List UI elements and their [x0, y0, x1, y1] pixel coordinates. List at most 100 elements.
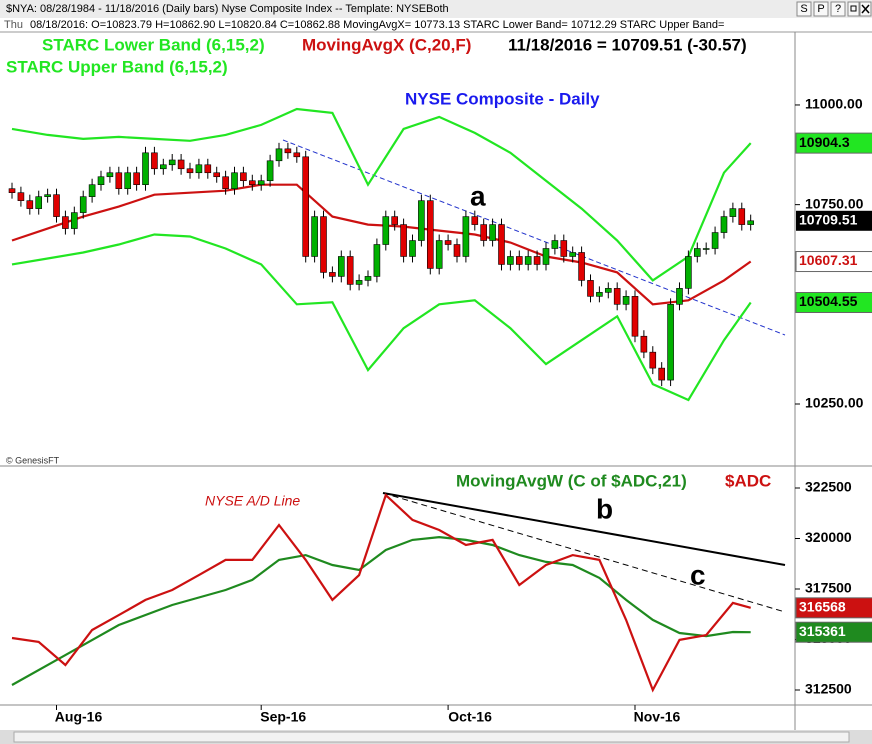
- candle-body: [658, 367, 665, 381]
- candle-body: [275, 148, 283, 162]
- candle-body: [489, 224, 496, 241]
- candle-body: [302, 156, 310, 257]
- candle-body: [426, 200, 434, 269]
- candle-body: [702, 248, 710, 250]
- candle-body: [204, 164, 212, 174]
- button-p-label[interactable]: P: [817, 3, 824, 15]
- candle-body: [596, 292, 603, 297]
- last-value-label: 10607.31: [799, 252, 858, 268]
- last-value-label: 316568: [799, 599, 846, 615]
- candle-body: [676, 288, 683, 305]
- candle-body: [640, 335, 648, 353]
- candle-body: [26, 200, 34, 209]
- candle-body: [373, 244, 381, 277]
- candle-body: [44, 194, 51, 197]
- legend-adc-ma: MovingAvgW (C of $ADC,21): [456, 471, 687, 490]
- candle-body: [231, 172, 238, 189]
- legend-upper-band: STARC Upper Band (6,15,2): [6, 57, 228, 76]
- annotation-c: c: [690, 559, 706, 590]
- legend-ma: MovingAvgX (C,20,F): [302, 35, 471, 54]
- button-help-label[interactable]: ?: [835, 3, 841, 15]
- annotation-b: b: [596, 493, 613, 524]
- annotation-a: a: [470, 180, 486, 211]
- candle-body: [17, 192, 25, 201]
- candle-body: [62, 216, 69, 229]
- series-line: [11, 535, 751, 686]
- candle-body: [444, 240, 452, 245]
- candle-body: [738, 208, 746, 225]
- series-line: [11, 493, 751, 693]
- candle-body: [240, 172, 247, 182]
- candle-body: [685, 256, 692, 289]
- candle-body: [631, 296, 639, 337]
- x-tick-label: Aug-16: [55, 709, 103, 725]
- legend-adc: $ADC: [725, 471, 771, 490]
- title-bar: [0, 0, 872, 18]
- trend-line-a: [282, 139, 786, 336]
- button-p[interactable]: [813, 1, 829, 17]
- info-text: 08/18/2016: O=10823.79 H=10862.90 L=1082…: [30, 19, 724, 31]
- candle-body: [524, 256, 532, 265]
- last-value-tag: [795, 621, 872, 643]
- x-tick-label: Nov-16: [634, 709, 681, 725]
- candle-body: [693, 248, 701, 257]
- candle-body: [542, 248, 550, 265]
- candle-body: [507, 256, 514, 265]
- credit: © GenesisFT: [6, 455, 60, 465]
- candle-body: [177, 159, 185, 170]
- candle-body: [222, 176, 229, 189]
- candle-body: [115, 172, 123, 189]
- candle-body: [720, 216, 728, 233]
- candle-body: [266, 160, 274, 182]
- x-tick-label: Sep-16: [260, 709, 306, 725]
- candle-body: [515, 256, 523, 265]
- last-value-tag: [795, 597, 872, 619]
- y-tick-label: 320000: [805, 529, 852, 545]
- button-restore[interactable]: [847, 1, 860, 17]
- candle-body: [97, 176, 105, 186]
- candle-body: [409, 240, 416, 257]
- candle-body: [613, 288, 621, 305]
- button-s-label[interactable]: S: [800, 3, 807, 15]
- candle-body: [337, 256, 345, 277]
- candle-body: [160, 164, 167, 170]
- window-title: $NYA: 08/28/1984 - 11/18/2016 (Daily bar…: [6, 3, 449, 15]
- candle-body: [8, 188, 16, 193]
- candle-body: [711, 232, 719, 249]
- candle-body: [364, 276, 372, 281]
- candle-body: [729, 208, 737, 217]
- candle-body: [533, 256, 541, 265]
- last-value-label: 10904.3: [799, 134, 850, 150]
- button-help[interactable]: [830, 1, 846, 17]
- candle-body: [391, 216, 398, 225]
- candle-body: [53, 194, 60, 217]
- price-title: NYSE Composite - Daily: [405, 89, 600, 108]
- candle-body: [311, 216, 318, 257]
- y-tick-label: 312500: [805, 681, 852, 697]
- candle-body: [168, 159, 176, 166]
- candle-body: [151, 152, 158, 170]
- candle-body: [667, 304, 674, 381]
- y-tick-label: 11000.00: [805, 96, 863, 112]
- last-value-tag: [795, 251, 872, 273]
- info-day: Thu: [4, 19, 23, 31]
- candle-body: [320, 216, 327, 273]
- series-line: [11, 233, 752, 402]
- button-s[interactable]: [796, 1, 812, 17]
- candle-body: [453, 244, 461, 257]
- y-tick-label: 10750.00: [805, 195, 864, 211]
- y-tick-label: 10250.00: [805, 395, 864, 411]
- candle-body: [293, 152, 301, 158]
- candle-body: [35, 196, 43, 209]
- candle-body: [649, 351, 657, 369]
- last-close-label: 10709.51: [799, 211, 858, 227]
- scroll-thumb[interactable]: [13, 731, 850, 743]
- candle-body: [71, 212, 78, 229]
- candle-body: [418, 200, 425, 241]
- y-tick-label: 322500: [805, 479, 852, 495]
- last-note: 11/18/2016 = 10709.51 (-30.57): [508, 35, 747, 54]
- series-line: [11, 107, 752, 282]
- candle-body: [471, 216, 479, 225]
- candle-body: [106, 172, 114, 178]
